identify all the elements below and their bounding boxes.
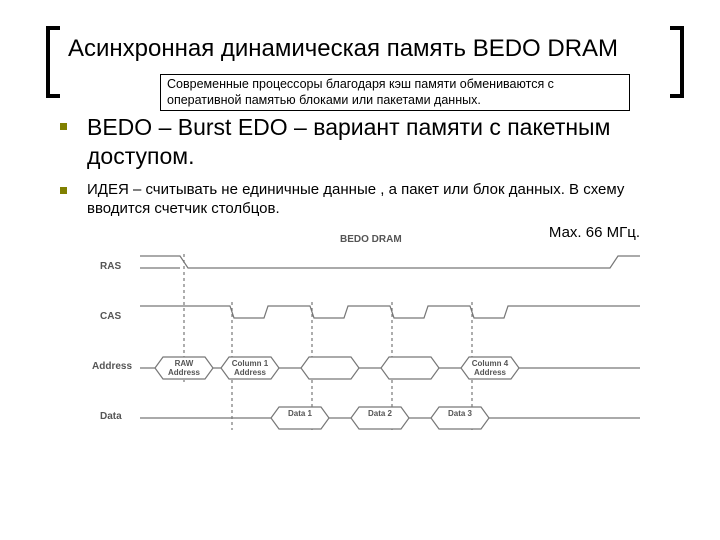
bullet-icon <box>60 187 67 194</box>
bracket-right <box>670 26 684 98</box>
diagram-svg <box>80 228 660 438</box>
addr-hex-label: RAW Address <box>159 360 209 377</box>
bullet-icon <box>60 123 67 130</box>
bracket-left <box>46 26 60 98</box>
title-block: Асинхронная динамическая память BEDO DRA… <box>60 30 670 68</box>
bullet-list: BEDO – Burst EDO – вариант памяти с паке… <box>60 113 670 218</box>
bullet-item: ИДЕЯ – считывать не единичные данные , а… <box>60 181 670 219</box>
data-hex-label: Data 3 <box>435 410 485 418</box>
addr-hex-label: Column 4 Address <box>465 360 515 377</box>
bullet-text: ИДЕЯ – считывать не единичные данные , а… <box>87 181 670 219</box>
slide-title: Асинхронная динамическая память BEDO DRA… <box>60 30 670 68</box>
data-hex-label: Data 2 <box>355 410 405 418</box>
data-hex-label: Data 1 <box>275 410 325 418</box>
timing-diagram: Мах. 66 МГц. BEDO DRAM RAS CAS Address D… <box>80 228 660 438</box>
bullet-item: BEDO – Burst EDO – вариант памяти с паке… <box>60 113 670 171</box>
addr-hex-label: Column 1 Address <box>225 360 275 377</box>
bullet-text: BEDO – Burst EDO – вариант памяти с паке… <box>87 113 670 171</box>
note-box: Современные процессоры благодаря кэш пам… <box>160 74 630 111</box>
